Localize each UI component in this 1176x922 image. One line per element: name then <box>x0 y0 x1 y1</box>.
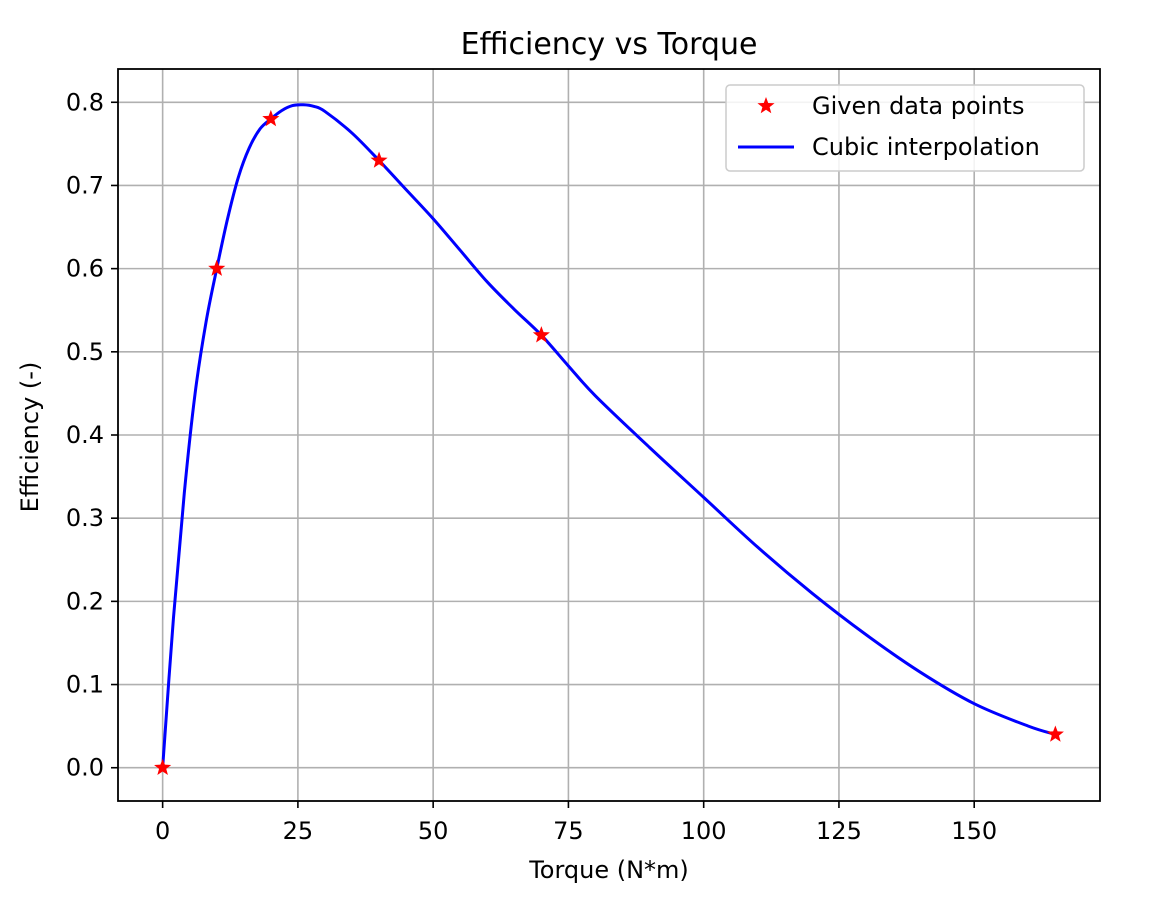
x-tick-label: 25 <box>283 817 314 845</box>
data-point-star <box>262 109 280 127</box>
data-point-star <box>1046 725 1064 742</box>
x-tick-label: 75 <box>553 817 584 845</box>
x-tick-label: 125 <box>816 817 862 845</box>
y-tick-label: 0.7 <box>66 171 104 199</box>
y-tick-label: 0.2 <box>66 587 104 615</box>
y-tick-label: 0.6 <box>66 255 104 283</box>
legend-label-points: Given data points <box>812 92 1024 120</box>
cubic-interpolation-line <box>161 103 1056 768</box>
x-tick-label: 150 <box>951 817 997 845</box>
x-tick-label: 0 <box>155 817 170 845</box>
y-tick-label: 0.1 <box>66 671 104 699</box>
legend-label-line: Cubic interpolation <box>812 133 1040 161</box>
data-point-star <box>532 326 550 343</box>
data-point-star <box>154 758 172 776</box>
x-axis-label: Torque (N*m) <box>528 856 689 884</box>
data-point-star <box>208 259 226 276</box>
y-tick-label: 0.3 <box>66 504 104 532</box>
y-tick-label: 0.0 <box>66 754 104 782</box>
y-tick-label: 0.5 <box>66 338 104 366</box>
legend-star-marker <box>757 97 775 114</box>
legend: Given data points Cubic interpolation <box>725 84 1085 172</box>
data-point-star <box>370 151 388 168</box>
data-layer <box>154 103 1064 776</box>
y-tick-label: 0.4 <box>66 421 104 449</box>
y-axis-label: Efficiency (-) <box>16 362 44 513</box>
y-tick-label: 0.8 <box>66 88 104 116</box>
chart-title: Efficiency vs Torque <box>461 27 758 62</box>
x-tick-label: 100 <box>681 817 727 845</box>
grid-layer <box>118 69 1100 801</box>
legend-box <box>725 84 1085 172</box>
tick-layer: 0 25 50 75 100 125 150 0.0 0.1 0.2 0.3 0.4 0.5 0.6 0.7… <box>66 88 997 845</box>
x-tick-label: 50 <box>418 817 449 845</box>
